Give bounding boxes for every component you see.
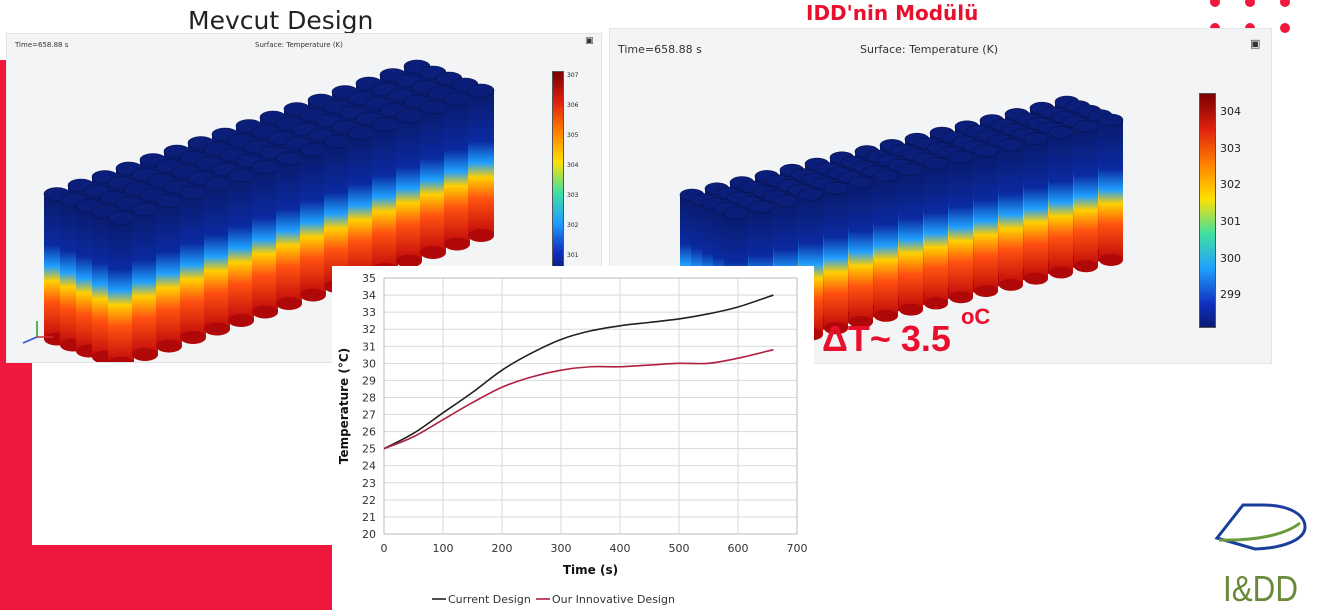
left-battery-module bbox=[43, 59, 495, 362]
left-colorbar bbox=[552, 71, 564, 273]
right-title: IDD'nin Modülü bbox=[806, 1, 979, 25]
colorbar-tick-label: 299 bbox=[1220, 288, 1241, 302]
y-tick-label: 21 bbox=[362, 511, 376, 524]
delta-t-label: ΔT~ 3.5 oC bbox=[822, 304, 990, 360]
y-tick-label: 28 bbox=[362, 391, 376, 404]
left-simulation-panel: Time=658.88 s Surface: Temperature (K) ▣… bbox=[6, 33, 602, 363]
temperature-chart-svg: 20 21 22 23 24 25 26 27 28 29 30 31 32 33 34 35 0 100 200 3… bbox=[337, 272, 808, 606]
right-time-label: Time=658.88 s bbox=[618, 43, 702, 56]
y-tick-label: 26 bbox=[362, 426, 376, 439]
x-tick-label: 400 bbox=[610, 542, 631, 555]
x-axis-label: Time (s) bbox=[563, 563, 618, 577]
y-tick-label: 32 bbox=[362, 323, 376, 336]
colorbar-tick-label: 306 bbox=[567, 102, 579, 109]
series-line-0 bbox=[383, 294, 774, 450]
y-tick-label: 29 bbox=[362, 374, 376, 387]
x-tick-label: 200 bbox=[492, 542, 513, 555]
y-tick-label: 27 bbox=[362, 409, 376, 422]
x-tick-label: 500 bbox=[669, 542, 690, 555]
y-tick-label: 34 bbox=[362, 289, 376, 302]
colorbar-tick-label: 304 bbox=[567, 162, 579, 169]
left-title: Mevcut Design bbox=[188, 6, 374, 35]
colorbar-tick-label: 307 bbox=[567, 72, 579, 79]
right-colorbar bbox=[1199, 93, 1216, 328]
x-tick-label: 300 bbox=[551, 542, 572, 555]
colorbar-tick-label: 300 bbox=[1220, 251, 1241, 265]
colorbar-tick-label: 304 bbox=[1220, 105, 1241, 118]
colorbar-tick-label: 305 bbox=[567, 132, 579, 139]
colorbar-tick-label: 303 bbox=[567, 192, 579, 199]
left-export-icon[interactable]: ▣ bbox=[585, 36, 594, 46]
axis-triad-icon bbox=[22, 321, 53, 344]
accent-bar-bottom bbox=[0, 545, 333, 610]
left-surface-label: Surface: Temperature (K) bbox=[255, 41, 343, 49]
temperature-chart: 20 21 22 23 24 25 26 27 28 29 30 31 32 33 34 35 0 100 200 3… bbox=[332, 266, 814, 610]
y-tick-label: 30 bbox=[362, 357, 376, 370]
y-tick-label: 20 bbox=[362, 528, 376, 541]
colorbar-tick-label: 302 bbox=[567, 222, 579, 229]
x-tick-label: 700 bbox=[787, 542, 808, 555]
delta-t-unit: oC bbox=[960, 304, 991, 329]
y-tick-label: 33 bbox=[362, 306, 376, 319]
x-tick-label: 100 bbox=[433, 542, 454, 555]
delta-t-value: ΔT~ 3.5 bbox=[822, 318, 961, 359]
delta-t-unit-sup: oC bbox=[961, 304, 990, 329]
y-tick-label: 23 bbox=[362, 477, 376, 490]
left-time-label: Time=658.88 s bbox=[15, 41, 69, 49]
idd-logo: I&DD bbox=[1214, 503, 1307, 608]
right-export-icon[interactable]: ▣ bbox=[1250, 37, 1261, 50]
legend-entry: Current Design bbox=[448, 593, 531, 606]
y-axis-label: Temperature (°C) bbox=[337, 348, 351, 464]
y-tick-label: 22 bbox=[362, 494, 376, 507]
right-simulation-panel: Time=658.88 s Surface: Temperature (K) ▣… bbox=[609, 28, 1272, 364]
series-line-1 bbox=[383, 348, 774, 450]
y-tick-label: 31 bbox=[362, 340, 376, 353]
x-tick-label: 600 bbox=[728, 542, 749, 555]
y-tick-label: 25 bbox=[362, 443, 376, 456]
y-tick-label: 35 bbox=[362, 272, 376, 285]
logo-text: I&DD bbox=[1223, 568, 1298, 608]
x-tick-label: 0 bbox=[381, 542, 388, 555]
colorbar-tick-label: 302 bbox=[1220, 178, 1241, 192]
colorbar-tick-label: 301 bbox=[1220, 215, 1241, 228]
legend-entry: Our Innovative Design bbox=[552, 593, 675, 606]
colorbar-tick-label: 303 bbox=[1220, 141, 1241, 155]
y-tick-label: 24 bbox=[362, 460, 376, 473]
right-surface-label: Surface: Temperature (K) bbox=[860, 43, 999, 56]
colorbar-tick-label: 301 bbox=[567, 252, 579, 259]
plot-area-border bbox=[383, 277, 798, 535]
